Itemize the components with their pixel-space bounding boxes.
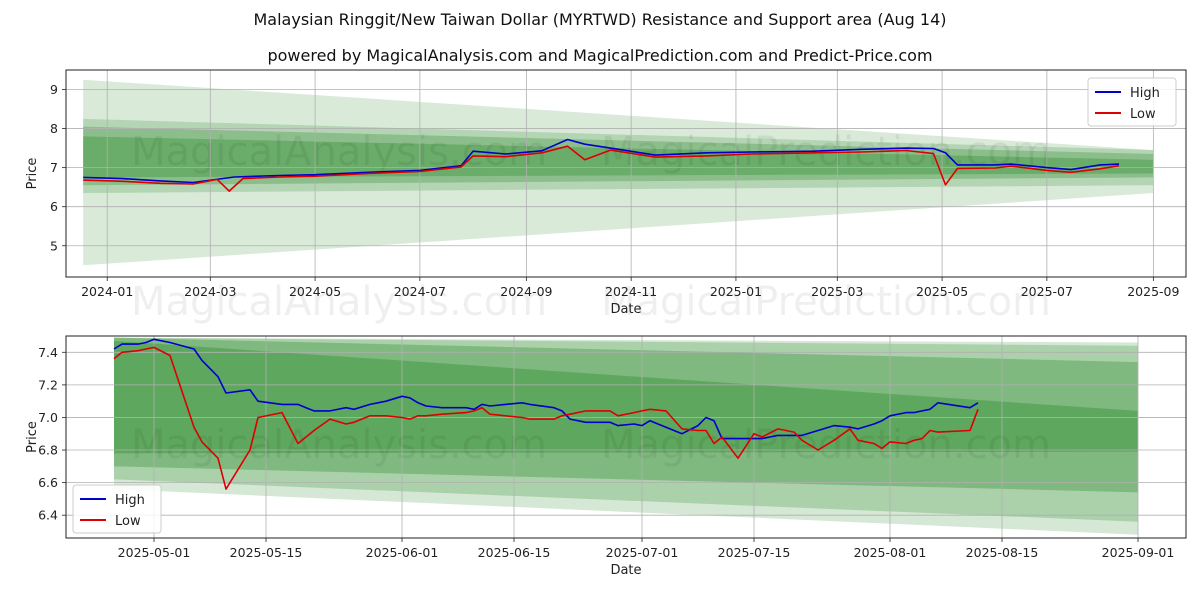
x-axis-label: Date — [610, 563, 641, 578]
x-tick-label: 2025-06-01 — [366, 545, 439, 560]
y-tick-label: 7.2 — [38, 377, 58, 392]
x-tick-label: 2025-05-01 — [118, 545, 191, 560]
x-tick-label: 2025-03 — [811, 284, 863, 299]
x-tick-label: 2024-11 — [605, 284, 657, 299]
chart-subtitle: powered by MagicalAnalysis.com and Magic… — [267, 46, 933, 65]
support-resistance-band — [83, 136, 1154, 178]
y-tick-label: 8 — [50, 121, 58, 136]
chart-title: Malaysian Ringgit/New Taiwan Dollar (MYR… — [253, 10, 947, 29]
legend: High Low — [72, 484, 162, 534]
y-tick-label: 5 — [50, 238, 58, 253]
x-tick-label: 2024-03 — [184, 284, 236, 299]
legend-label-low: Low — [115, 514, 141, 529]
y-tick-label: 6 — [50, 199, 58, 214]
plot-frame — [65, 69, 1187, 278]
x-tick-label: 2024-01 — [81, 284, 133, 299]
y-tick-label: 7 — [50, 160, 58, 175]
y-tick-label: 7.4 — [38, 345, 58, 360]
y-axis-label: Price — [25, 158, 40, 190]
x-tick-label: 2025-09 — [1127, 284, 1179, 299]
watermark: MagicalAnalysis.com — [131, 279, 547, 325]
legend-label-high: High — [1130, 86, 1160, 101]
support-resistance-band — [114, 337, 1138, 522]
y-tick-label: 7.0 — [38, 410, 58, 425]
x-tick-label: 2024-05 — [289, 284, 341, 299]
legend-label-low: Low — [1130, 107, 1156, 122]
x-axis-label: Date — [610, 302, 641, 317]
plot-frame — [65, 335, 1187, 539]
legend-label-high: High — [115, 493, 145, 508]
y-tick-label: 6.6 — [38, 475, 58, 490]
x-tick-label: 2025-08-01 — [854, 545, 927, 560]
x-tick-label: 2025-07-15 — [718, 545, 791, 560]
x-tick-label: 2025-05 — [916, 284, 968, 299]
x-tick-label: 2025-09-01 — [1102, 545, 1175, 560]
watermark: MagicalPrediction.com — [601, 279, 1051, 325]
support-resistance-band — [83, 79, 1154, 266]
y-axis-label: Price — [25, 421, 40, 453]
legend: High Low — [1087, 77, 1177, 127]
series-line-low — [113, 346, 979, 490]
x-tick-label: 2025-05-15 — [230, 545, 303, 560]
y-tick-label: 9 — [50, 82, 58, 97]
x-tick-label: 2025-06-15 — [478, 545, 551, 560]
y-tick-label: 6.8 — [38, 443, 58, 458]
x-tick-label: 2025-01 — [710, 284, 762, 299]
x-tick-label: 2025-07 — [1021, 284, 1073, 299]
support-resistance-band — [114, 337, 1138, 535]
panel-bottom: MagicalAnalysis.com MagicalPrediction.com… — [25, 335, 1187, 578]
x-tick-label: 2025-08-15 — [966, 545, 1039, 560]
watermark: MagicalAnalysis.com — [131, 422, 547, 468]
support-resistance-band — [83, 126, 1154, 186]
x-tick-label: 2025-07-01 — [606, 545, 679, 560]
series-line-high — [83, 138, 1120, 184]
panel-top: MagicalAnalysis.com MagicalPrediction.com… — [25, 69, 1187, 325]
series-line-low — [83, 145, 1120, 192]
x-tick-label: 2024-07 — [394, 284, 446, 299]
support-resistance-band — [114, 340, 1138, 454]
y-tick-label: 6.4 — [38, 508, 58, 523]
x-tick-label: 2024-09 — [500, 284, 552, 299]
series-line-high — [113, 338, 979, 440]
